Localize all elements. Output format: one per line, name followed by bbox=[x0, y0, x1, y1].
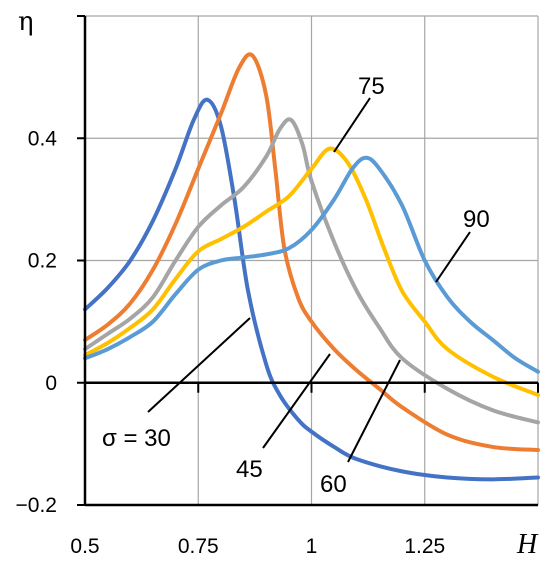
annotation-leaders bbox=[147, 97, 471, 463]
y-tick-label: −0.2 bbox=[16, 494, 57, 517]
series-lines bbox=[83, 52, 540, 482]
axes bbox=[77, 15, 539, 507]
x-tick-label: 0.75 bbox=[178, 535, 219, 558]
x-tick-label: 1 bbox=[306, 535, 318, 558]
annotation-leader bbox=[435, 231, 471, 283]
x-tick-label: 1.25 bbox=[404, 535, 445, 558]
series-line-75 bbox=[83, 146, 540, 397]
annotation-leader bbox=[262, 353, 331, 449]
series-line-90 bbox=[83, 155, 540, 374]
x-tick-label: 0.5 bbox=[70, 535, 99, 558]
y-tick-label: 0.4 bbox=[28, 127, 58, 150]
annotation-leader bbox=[347, 359, 401, 463]
series-line-30 bbox=[83, 97, 540, 482]
x-axis-label: H bbox=[516, 529, 539, 560]
series-line-45 bbox=[83, 52, 540, 452]
y-tick-label: 0.2 bbox=[28, 250, 57, 273]
series-label-75: 75 bbox=[358, 73, 385, 100]
annotation-leader bbox=[147, 317, 251, 413]
y-tick-label: 0 bbox=[45, 372, 57, 395]
series-label-30: σ = 30 bbox=[102, 425, 171, 452]
series-label-60: 60 bbox=[320, 471, 347, 498]
series-line-60 bbox=[83, 117, 540, 425]
tick-labels: 0.5 0.75 1 1.25 −0.2 0 0.2 0.4 bbox=[16, 127, 446, 558]
y-axis-label: η bbox=[18, 7, 34, 37]
series-label-45: 45 bbox=[236, 456, 263, 483]
series-label-90: 90 bbox=[463, 206, 490, 233]
annotation-leader bbox=[333, 97, 371, 153]
